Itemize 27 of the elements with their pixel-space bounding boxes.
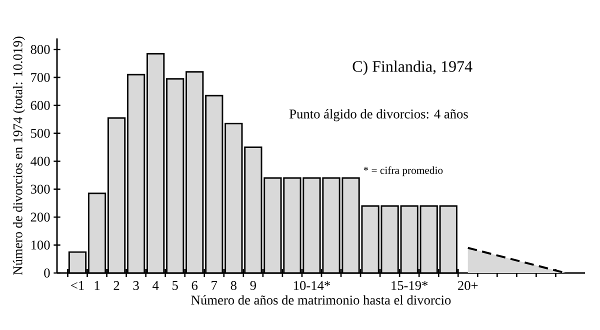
y-tick-label: 100 [31,240,50,250]
annotation: * = cifra promedio [364,166,443,176]
x-tick-label: 8 [230,281,236,290]
y-tick-label: 600 [30,100,50,110]
x-tick-label: 9 [250,281,256,290]
y-axis-title: Número de divorcios en 1974 (total: 10.019) [12,36,26,275]
y-tick-label: 700 [31,72,50,82]
x-tick-label: 3 [133,281,139,290]
x-tick-label: 10-14* [294,281,330,290]
x-tick-label: 1 [94,281,100,290]
x-tick-label: 7 [212,281,218,290]
annotation: Punto álgido de divorcios: 4 años [289,109,468,122]
x-tick-label: 20+ [458,281,478,290]
x-tick-label: 2 [114,281,120,290]
y-tick-label: 500 [31,128,50,138]
x-tick-label: 6 [192,281,198,290]
x-tick-label: 4 [152,281,159,290]
x-tick-label: 15-19* [392,281,428,290]
y-tick-label: 200 [30,212,50,222]
x-tick-label: 5 [172,281,178,290]
x-tick-label: <1 [71,281,84,290]
y-tick-label: 400 [30,156,50,166]
text: C) Finlandia, 1974 [352,60,472,76]
y-tick-label: 0 [44,268,50,278]
y-tick-label: 300 [30,184,50,194]
x-axis-title: Número de años de matrimonio hasta el divorcio [191,295,451,305]
y-tick-label: 800 [30,45,50,54]
